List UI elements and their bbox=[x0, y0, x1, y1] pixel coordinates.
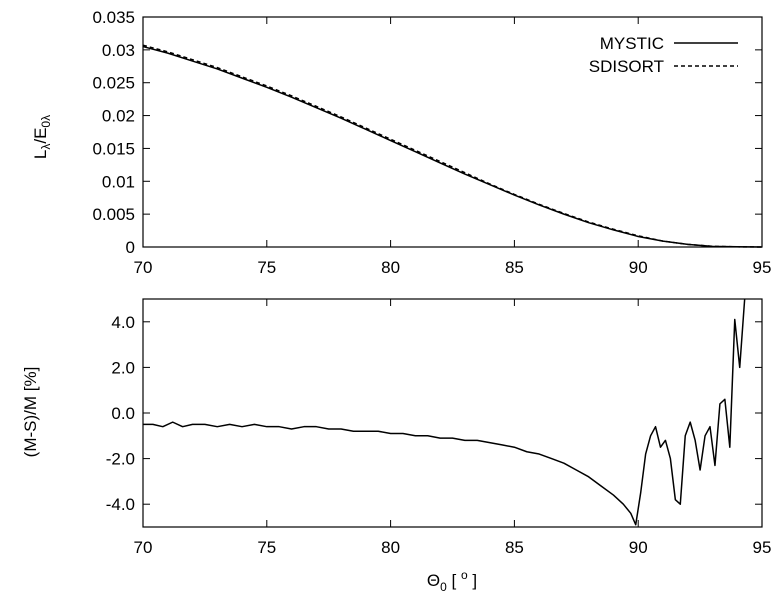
top-y-ticks: 0 0.005 0.01 0.015 0.02 0.025 0.03 0.035 bbox=[92, 8, 762, 257]
bot-x-tick-label: 95 bbox=[753, 538, 772, 557]
svg-text:Lλ/E0λ: Lλ/E0λ bbox=[31, 115, 53, 159]
bot-x-tick-label: 90 bbox=[629, 538, 648, 557]
xlabel-sub: 0 bbox=[440, 580, 447, 594]
xlabel-end: ] bbox=[468, 571, 477, 590]
legend-label-mystic: MYSTIC bbox=[600, 34, 664, 53]
top-y-tick-label: 0.025 bbox=[92, 74, 135, 93]
ylabel-main: L bbox=[31, 150, 50, 159]
bot-y-tick-label: -2.0 bbox=[106, 450, 135, 469]
legend: MYSTIC SDISORT bbox=[589, 34, 738, 76]
top-x-tick-label: 95 bbox=[753, 258, 772, 277]
top-y-tick-label: 0.01 bbox=[102, 172, 135, 191]
bottom-plot-frame bbox=[142, 298, 763, 528]
bottom-y-ticks: -4.0 -2.0 0.0 2.0 4.0 bbox=[106, 313, 762, 514]
top-y-tick-label: 0.03 bbox=[102, 41, 135, 60]
top-x-tick-label: 90 bbox=[629, 258, 648, 277]
top-x-tick-label: 85 bbox=[505, 258, 524, 277]
top-y-tick-label: 0.005 bbox=[92, 205, 135, 224]
top-plot-frame bbox=[142, 16, 763, 248]
top-series-lines bbox=[142, 44, 763, 248]
top-panel: 0 0.005 0.01 0.015 0.02 0.025 0.03 0.035 70 75 80… bbox=[31, 8, 771, 277]
bot-series--m-s-m bbox=[143, 298, 746, 526]
bot-y-tick-label: -4.0 bbox=[106, 495, 135, 514]
bottom-series-lines bbox=[143, 298, 746, 526]
xlabel-main: Θ bbox=[427, 571, 440, 590]
bot-x-tick-label: 75 bbox=[257, 538, 276, 557]
top-x-ticks: 70 75 80 85 90 95 bbox=[134, 17, 772, 277]
top-y-axis-label: Lλ/E0λ bbox=[31, 115, 53, 159]
top-x-tick-label: 75 bbox=[257, 258, 276, 277]
bottom-y-axis-label: (M-S)/M [%] bbox=[21, 367, 40, 458]
bottom-panel: -4.0 -2.0 0.0 2.0 4.0 70 75 80 85 90 95 (M-S)/M [… bbox=[21, 298, 772, 594]
bot-y-tick-label: 2.0 bbox=[111, 358, 135, 377]
top-y-tick-label: 0.015 bbox=[92, 139, 135, 158]
xlabel-rest: [ bbox=[447, 571, 461, 590]
top-series-mystic bbox=[142, 45, 763, 248]
bot-y-tick-label: 0.0 bbox=[111, 404, 135, 423]
ylabel-slash: /E bbox=[31, 128, 50, 144]
top-x-tick-label: 70 bbox=[134, 258, 153, 277]
top-y-tick-label: 0.035 bbox=[92, 8, 135, 27]
bottom-x-ticks: 70 75 80 85 90 95 bbox=[134, 299, 772, 557]
bot-x-tick-label: 85 bbox=[505, 538, 524, 557]
bot-x-tick-label: 70 bbox=[134, 538, 153, 557]
ylabel-sub1: λ bbox=[39, 144, 53, 150]
legend-label-sdisort: SDISORT bbox=[589, 57, 664, 76]
bot-x-tick-label: 80 bbox=[381, 538, 400, 557]
ylabel-sub2: 0λ bbox=[39, 115, 53, 128]
top-series-sdisort bbox=[142, 44, 763, 248]
xlabel-sup: o bbox=[461, 568, 468, 582]
bot-y-tick-label: 4.0 bbox=[111, 313, 135, 332]
top-x-tick-label: 80 bbox=[381, 258, 400, 277]
top-y-tick-label: 0.02 bbox=[102, 107, 135, 126]
bottom-x-axis-label: Θ0 [ o ] bbox=[427, 568, 477, 594]
top-y-tick-label: 0 bbox=[126, 238, 135, 257]
